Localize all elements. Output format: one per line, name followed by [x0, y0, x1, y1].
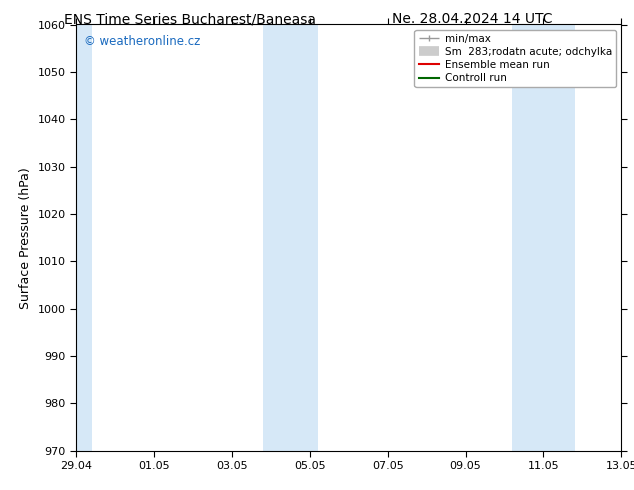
Bar [263, 24, 318, 451]
Legend: min/max, Sm  283;rodatn acute; odchylka, Ensemble mean run, Controll run: min/max, Sm 283;rodatn acute; odchylka, … [415, 30, 616, 87]
Text: © weatheronline.cz: © weatheronline.cz [84, 35, 200, 48]
Bar [512, 24, 574, 451]
Y-axis label: Surface Pressure (hPa): Surface Pressure (hPa) [19, 167, 32, 309]
Bar [76, 24, 92, 451]
Text: Ne. 28.04.2024 14 UTC: Ne. 28.04.2024 14 UTC [392, 12, 553, 26]
Text: ENS Time Series Bucharest/Baneasa: ENS Time Series Bucharest/Baneasa [64, 12, 316, 26]
